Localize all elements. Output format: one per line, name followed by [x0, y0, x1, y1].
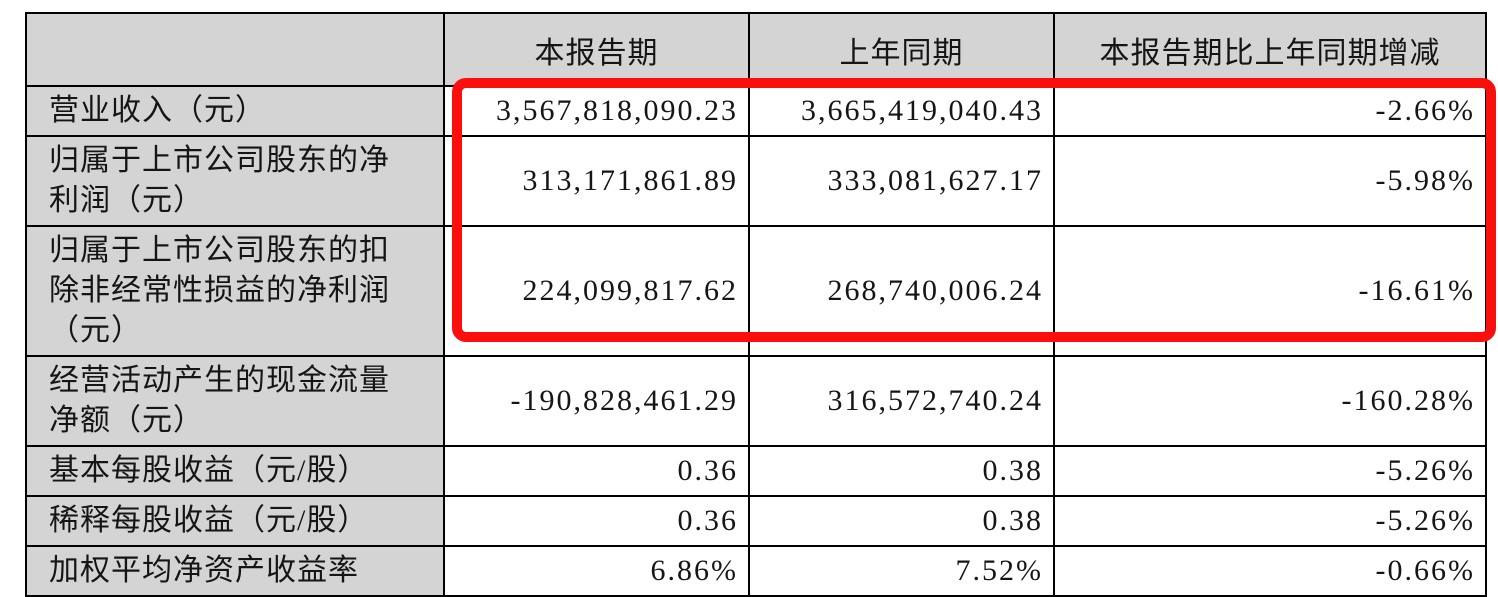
prior-period-value: 268,740,006.24 — [748, 225, 1055, 357]
key-financials-table: 本报告期 上年同期 本报告期比上年同期增减 营业收入（元） 3,567,818,… — [25, 12, 1487, 597]
table-header-row: 本报告期 上年同期 本报告期比上年同期增减 — [25, 12, 1487, 87]
header-prior-period: 上年同期 — [748, 12, 1055, 87]
row-label: 归属于上市公司股东的扣除非经常性损益的净利润（元） — [25, 225, 445, 357]
current-period-value: -190,828,461.29 — [443, 355, 750, 447]
prior-period-value: 333,081,627.17 — [748, 135, 1055, 227]
header-change: 本报告期比上年同期增减 — [1053, 12, 1487, 87]
current-period-value: 313,171,861.89 — [443, 135, 750, 227]
table-row: 经营活动产生的现金流量净额（元） -190,828,461.29 316,572… — [25, 355, 1487, 447]
prior-period-value: 0.38 — [748, 445, 1055, 497]
header-current-period: 本报告期 — [443, 12, 750, 87]
current-period-value: 0.36 — [443, 445, 750, 497]
change-value: -2.66% — [1053, 85, 1487, 137]
table-row: 归属于上市公司股东的扣除非经常性损益的净利润（元） 224,099,817.62… — [25, 225, 1487, 357]
change-value: -5.26% — [1053, 445, 1487, 497]
change-value: -5.98% — [1053, 135, 1487, 227]
prior-period-value: 3,665,419,040.43 — [748, 85, 1055, 137]
header-corner-cell — [25, 12, 445, 87]
prior-period-value: 7.52% — [748, 545, 1055, 597]
row-label: 经营活动产生的现金流量净额（元） — [25, 355, 445, 447]
table-row: 稀释每股收益（元/股） 0.36 0.38 -5.26% — [25, 495, 1487, 547]
row-label: 营业收入（元） — [25, 85, 445, 137]
prior-period-value: 316,572,740.24 — [748, 355, 1055, 447]
change-value: -0.66% — [1053, 545, 1487, 597]
table-row: 营业收入（元） 3,567,818,090.23 3,665,419,040.4… — [25, 85, 1487, 137]
current-period-value: 224,099,817.62 — [443, 225, 750, 357]
financial-summary-table-sheet: 本报告期 上年同期 本报告期比上年同期增减 营业收入（元） 3,567,818,… — [25, 12, 1487, 597]
table-row: 加权平均净资产收益率 6.86% 7.52% -0.66% — [25, 545, 1487, 597]
table-row: 归属于上市公司股东的净利润（元） 313,171,861.89 333,081,… — [25, 135, 1487, 227]
row-label: 稀释每股收益（元/股） — [25, 495, 445, 547]
table-row: 基本每股收益（元/股） 0.36 0.38 -5.26% — [25, 445, 1487, 497]
current-period-value: 3,567,818,090.23 — [443, 85, 750, 137]
change-value: -160.28% — [1053, 355, 1487, 447]
change-value: -5.26% — [1053, 495, 1487, 547]
prior-period-value: 0.38 — [748, 495, 1055, 547]
current-period-value: 0.36 — [443, 495, 750, 547]
change-value: -16.61% — [1053, 225, 1487, 357]
row-label: 加权平均净资产收益率 — [25, 545, 445, 597]
row-label: 基本每股收益（元/股） — [25, 445, 445, 497]
current-period-value: 6.86% — [443, 545, 750, 597]
row-label: 归属于上市公司股东的净利润（元） — [25, 135, 445, 227]
